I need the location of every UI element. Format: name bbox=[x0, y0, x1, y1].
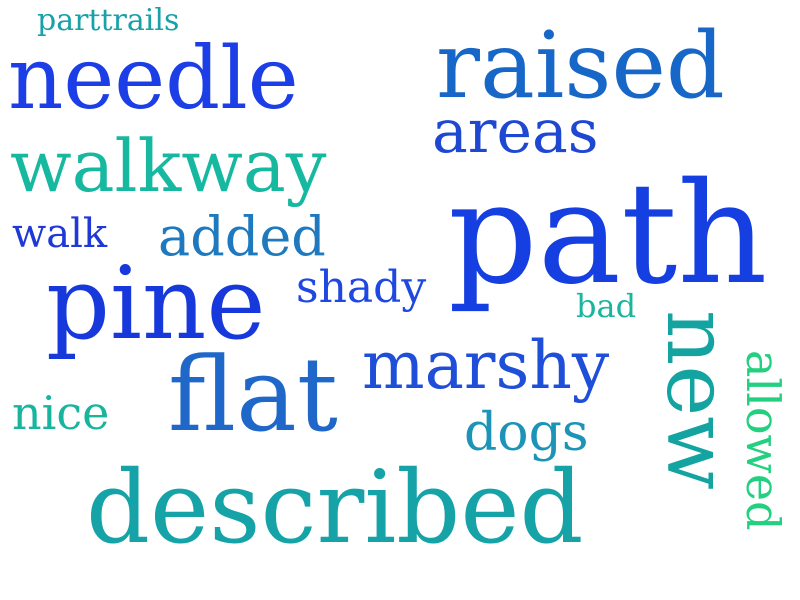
word-marshy: marshy bbox=[362, 327, 610, 404]
word-added: added bbox=[158, 205, 326, 268]
word-shady: shady bbox=[296, 262, 427, 313]
word-pine: pine bbox=[46, 245, 266, 362]
word-raised: raised bbox=[436, 12, 725, 119]
word-areas: areas bbox=[432, 97, 599, 167]
word-nice: nice bbox=[12, 386, 110, 440]
word-allowed: allowed bbox=[736, 350, 790, 531]
word-new: new bbox=[647, 310, 747, 490]
word-flat: flat bbox=[168, 336, 338, 455]
word-dogs: dogs bbox=[464, 403, 589, 463]
word-walkway: walkway bbox=[10, 124, 327, 208]
word-described: described bbox=[86, 449, 584, 566]
word-walk: walk bbox=[12, 211, 108, 257]
word-parttrails: parttrails bbox=[37, 3, 180, 38]
word-bad: bad bbox=[576, 287, 637, 325]
word-needle: needle bbox=[8, 29, 299, 129]
word-path: path bbox=[448, 153, 768, 316]
